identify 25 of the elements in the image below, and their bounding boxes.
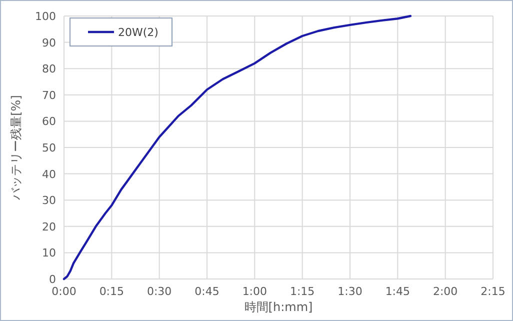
y-tick-label: 60 (42, 115, 56, 128)
x-tick-label: 0:45 (194, 285, 220, 298)
x-tick-label: 0:00 (52, 285, 76, 298)
x-tick-label: 1:15 (290, 285, 315, 298)
x-tick-label: 2:00 (432, 285, 458, 298)
x-tick-label: 1:30 (338, 285, 362, 298)
x-tick-label: 1:45 (385, 285, 410, 298)
y-tick-label: 70 (42, 88, 56, 102)
y-tick-label: 10 (42, 246, 56, 260)
y-tick-label: 0 (49, 273, 56, 286)
y-tick-label: 100 (35, 10, 56, 23)
y-tick-label: 50 (42, 142, 56, 154)
legend-label: 20W(2) (118, 26, 158, 39)
y-tick-label: 30 (42, 194, 56, 208)
x-tick-label: 0:30 (146, 285, 172, 298)
x-tick-label: 0:15 (99, 285, 124, 298)
y-tick-label: 40 (42, 168, 56, 181)
x-tick-label: 1:00 (242, 285, 268, 298)
y-tick-label: 20 (42, 220, 56, 234)
x-axis-title: 時間[h:mm] (244, 300, 313, 314)
y-tick-label: 80 (42, 62, 56, 76)
y-axis-title: バッテリー残量[%] (9, 95, 23, 201)
y-tick-label: 90 (42, 36, 56, 50)
legend: 20W(2) (70, 18, 172, 46)
x-tick-label: 2:15 (480, 285, 506, 298)
